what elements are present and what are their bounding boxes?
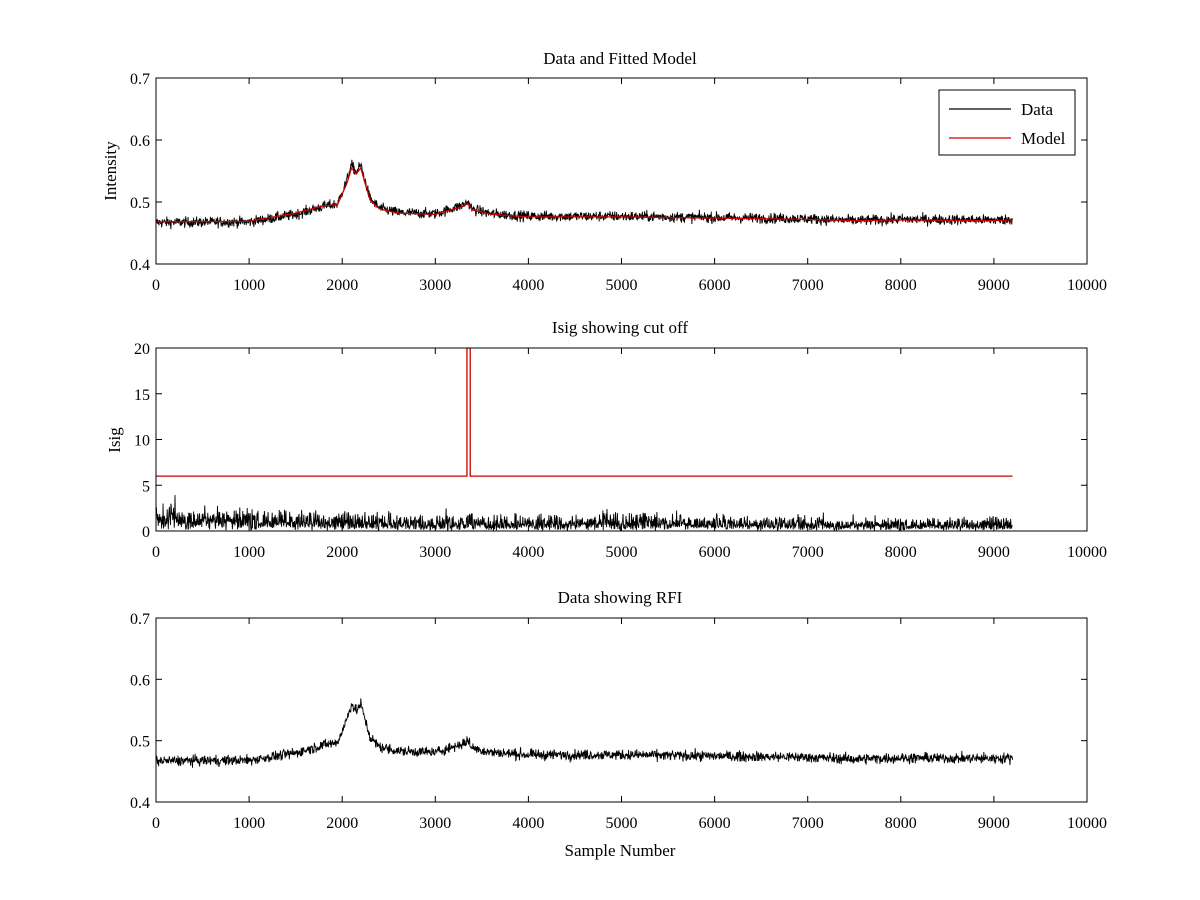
chart-title: Data showing RFI bbox=[558, 588, 683, 607]
x-tick-label: 2000 bbox=[326, 544, 358, 561]
y-tick-label: 0.7 bbox=[130, 71, 150, 88]
series-group bbox=[156, 348, 1013, 531]
y-tick-label: 0.5 bbox=[130, 195, 150, 212]
series-line bbox=[156, 348, 1013, 477]
y-axis-label: Intensity bbox=[101, 141, 120, 201]
plot-data-and-fitted-model: Data and Fitted Model Intensity 0 1000 200… bbox=[101, 49, 1107, 294]
x-tick-label: 5000 bbox=[606, 815, 638, 832]
x-tick-label: 3000 bbox=[419, 544, 451, 561]
x-tick-label: 9000 bbox=[978, 277, 1010, 294]
x-tick-label: 2000 bbox=[326, 815, 358, 832]
y-tick-label: 0 bbox=[142, 524, 150, 541]
x-tick-label: 2000 bbox=[326, 277, 358, 294]
chart-title: Data and Fitted Model bbox=[543, 49, 697, 68]
x-tick-label: 4000 bbox=[512, 277, 544, 294]
axes-box bbox=[155, 617, 1088, 803]
x-tick-label: 8000 bbox=[885, 277, 917, 294]
y-tick-label: 0.7 bbox=[130, 611, 150, 628]
x-tick-label: 9000 bbox=[978, 544, 1010, 561]
legend-label: Model bbox=[1021, 129, 1066, 148]
x-tick-label: 4000 bbox=[512, 815, 544, 832]
x-tick-label: 5000 bbox=[606, 277, 638, 294]
series-line bbox=[156, 494, 1013, 531]
x-tick-label: 0 bbox=[152, 815, 160, 832]
x-tick-label: 0 bbox=[152, 544, 160, 561]
x-tick-label: 5000 bbox=[606, 544, 638, 561]
x-tick-label: 8000 bbox=[885, 544, 917, 561]
legend-box bbox=[938, 89, 1076, 156]
x-tick-label: 10000 bbox=[1067, 815, 1107, 832]
x-tick-label: 6000 bbox=[699, 277, 731, 294]
x-tick-label: 1000 bbox=[233, 815, 265, 832]
x-tick-label: 9000 bbox=[978, 815, 1010, 832]
x-tick-label: 1000 bbox=[233, 544, 265, 561]
axes-box bbox=[155, 347, 1088, 532]
y-tick-label: 0.6 bbox=[130, 672, 150, 689]
y-tick-label: 0.4 bbox=[130, 795, 150, 812]
plot-data-showing-rfi: Data showing RFI Sample Number 0 1000 2000… bbox=[130, 588, 1107, 860]
x-tick-label: 4000 bbox=[512, 544, 544, 561]
legend: Data Model bbox=[938, 89, 1076, 156]
plot-isig-showing-cut-off: Isig showing cut off Isig 0 1000 2000 3000 4… bbox=[105, 318, 1107, 561]
x-tick-label: 6000 bbox=[699, 544, 731, 561]
y-tick-label: 5 bbox=[142, 478, 150, 495]
x-tick-label: 6000 bbox=[699, 815, 731, 832]
x-tick-label: 3000 bbox=[419, 815, 451, 832]
series-group bbox=[156, 698, 1013, 768]
series-group bbox=[156, 159, 1013, 230]
chart-title: Isig showing cut off bbox=[552, 318, 688, 337]
y-tick-label: 0.4 bbox=[130, 257, 150, 274]
legend-label: Data bbox=[1021, 100, 1054, 119]
y-tick-label: 10 bbox=[134, 433, 150, 450]
x-tick-label: 8000 bbox=[885, 815, 917, 832]
y-tick-label: 15 bbox=[134, 387, 150, 404]
x-tick-label: 10000 bbox=[1067, 544, 1107, 561]
y-tick-label: 0.6 bbox=[130, 133, 150, 150]
series-line bbox=[156, 698, 1013, 768]
x-tick-label: 7000 bbox=[792, 277, 824, 294]
x-tick-label: 1000 bbox=[233, 277, 265, 294]
x-tick-label: 10000 bbox=[1067, 277, 1107, 294]
x-tick-label: 7000 bbox=[792, 815, 824, 832]
y-axis-label: Isig bbox=[105, 427, 124, 453]
y-tick-label: 20 bbox=[134, 341, 150, 358]
x-tick-label: 3000 bbox=[419, 277, 451, 294]
y-tick-label: 0.5 bbox=[130, 734, 150, 751]
series-line-data bbox=[156, 159, 1013, 230]
series-line-model bbox=[156, 166, 1013, 223]
x-axis-label: Sample Number bbox=[565, 841, 676, 860]
x-tick-label: 7000 bbox=[792, 544, 824, 561]
x-tick-label: 0 bbox=[152, 277, 160, 294]
